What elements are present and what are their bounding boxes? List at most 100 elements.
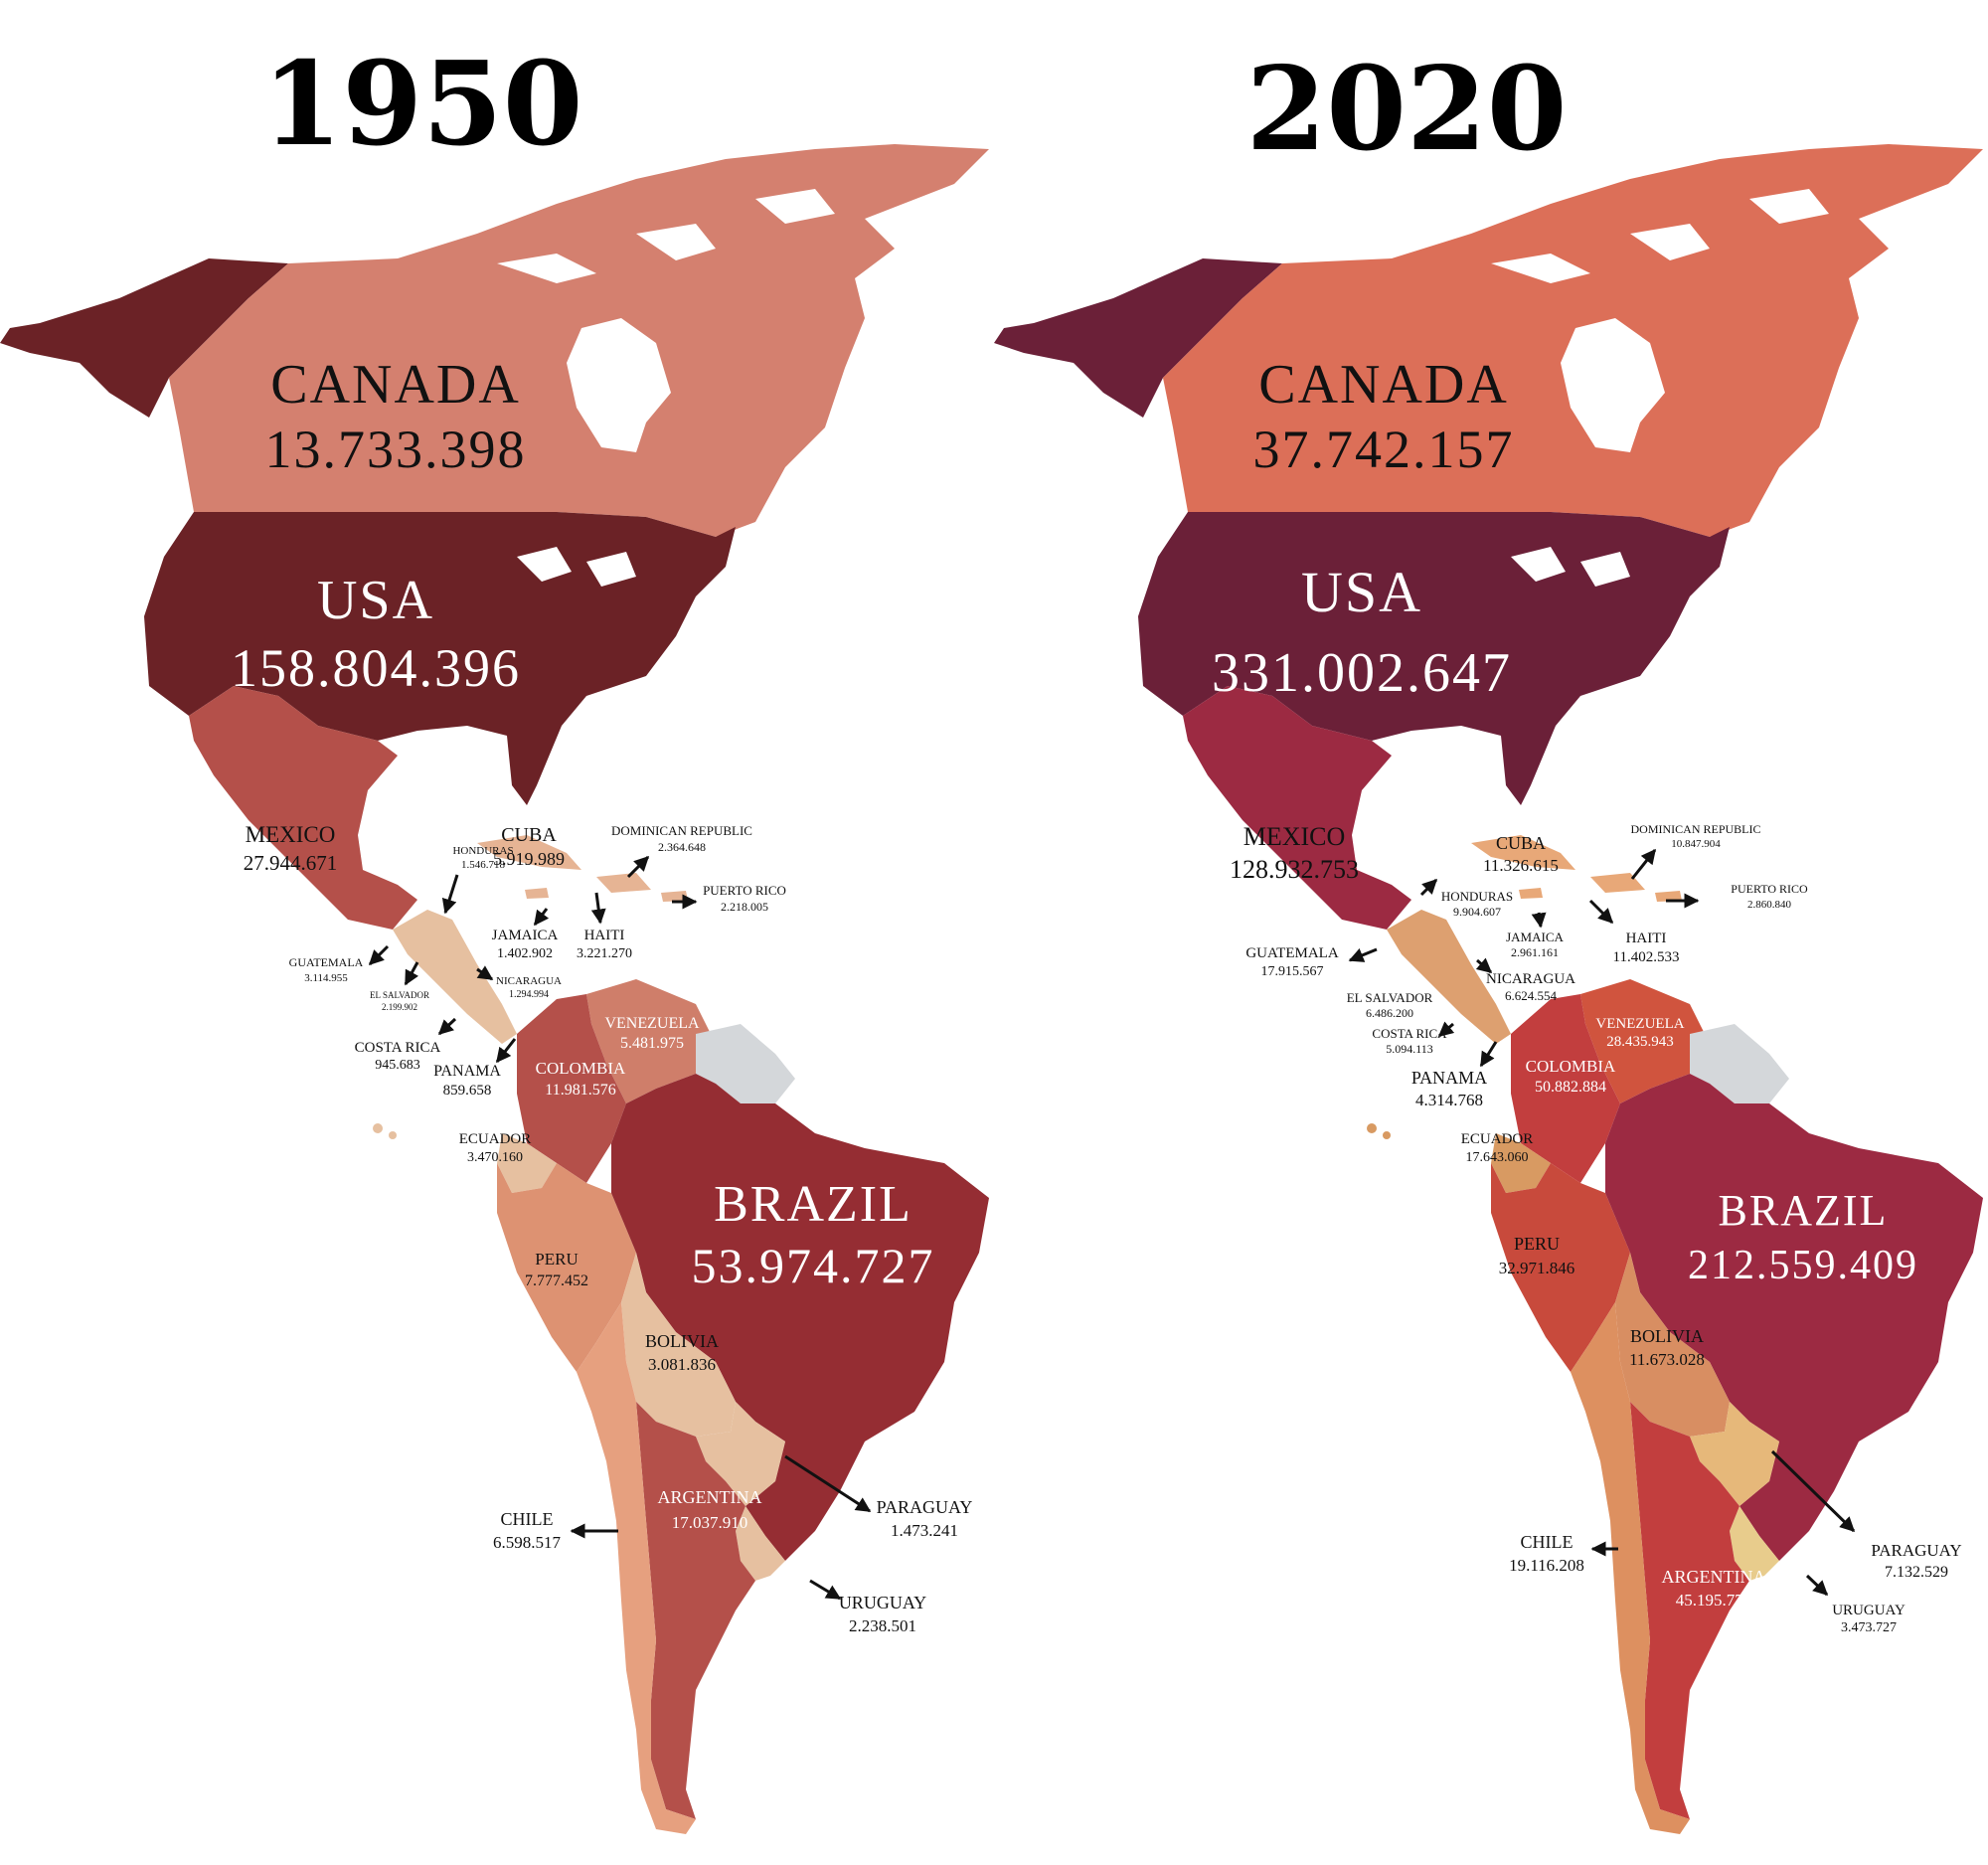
map-1950: 1950 CANADA 13.733.398 USA 158.804.396 B… <box>0 37 989 1834</box>
bolivia-name: BOLIVIA <box>1630 1326 1704 1346</box>
nicaragua-name: NICARAGUA <box>496 975 562 987</box>
ecuador-pop: 3.470.160 <box>467 1150 523 1165</box>
argentina-pop: 45.195.777 <box>1676 1591 1752 1610</box>
year-title: 2020 <box>1246 42 1568 177</box>
venezuela-name: VENEZUELA <box>604 1015 700 1032</box>
panama-arrow <box>495 1038 517 1064</box>
map-2020: 2020 CANADA 37.742.157 USA 331.002.647 B… <box>994 42 1983 1834</box>
puerto-name: PUERTO RICO <box>1731 882 1808 896</box>
paraguay-arrow <box>784 1454 872 1513</box>
ecuador-pop: 17.643.060 <box>1466 1150 1529 1165</box>
venezuela-name: VENEZUELA <box>1595 1016 1684 1032</box>
venezuela-pop: 5.481.975 <box>620 1035 684 1052</box>
nicaragua-arrow <box>476 965 494 981</box>
chile-name: CHILE <box>1521 1532 1574 1552</box>
costarica-arrow <box>1437 1021 1455 1038</box>
colombia-pop: 11.981.576 <box>545 1082 615 1099</box>
bolivia-name: BOLIVIA <box>645 1331 719 1351</box>
haiti-pop: 11.402.533 <box>1613 949 1680 965</box>
guatemala-name: GUATEMALA <box>1245 945 1338 961</box>
brazil-pop: 212.559.409 <box>1688 1243 1918 1288</box>
peru-name: PERU <box>535 1250 578 1269</box>
mexico-pop: 128.932.753 <box>1230 855 1359 884</box>
honduras-pop: 9.904.607 <box>1453 905 1501 919</box>
dominican-pop: 10.847.904 <box>1671 838 1721 850</box>
paraguay-name: PARAGUAY <box>1871 1541 1961 1560</box>
peru-name: PERU <box>1514 1234 1560 1254</box>
cuba-name: CUBA <box>1496 833 1546 853</box>
honduras-arrow <box>441 874 459 915</box>
mexico-name: MEXICO <box>246 822 336 847</box>
guatemala-name: GUATEMALA <box>289 955 364 969</box>
salvador-pop: 2.199.902 <box>382 1002 417 1012</box>
brazil-pop: 53.974.727 <box>692 1238 935 1293</box>
panama-pop: 4.314.768 <box>1415 1091 1483 1109</box>
jamaica-pop: 2.961.161 <box>1511 945 1559 959</box>
haiti-name: HAITI <box>1626 931 1667 946</box>
uruguay-arrow <box>1805 1574 1829 1597</box>
nicaragua-arrow <box>1475 957 1493 974</box>
haiti-name: HAITI <box>584 928 625 943</box>
puerto-pop: 2.860.840 <box>1747 899 1792 911</box>
haiti-arrow <box>1588 899 1614 925</box>
honduras-name: HONDURAS <box>452 845 513 857</box>
dominican-arrow <box>626 855 650 879</box>
dominican-pop: 2.364.648 <box>658 840 706 854</box>
cuba-pop: 11.326.615 <box>1483 856 1559 875</box>
costarica-name: COSTA RICA <box>1372 1026 1447 1041</box>
mexico-pop: 27.944.671 <box>244 851 338 875</box>
guatemala-pop: 3.114.955 <box>304 972 348 984</box>
colombia-pop: 50.882.884 <box>1535 1079 1606 1096</box>
bolivia-pop: 3.081.836 <box>648 1355 716 1374</box>
colombia-name: COLOMBIA <box>1526 1057 1616 1076</box>
guatemala-arrow <box>368 944 390 966</box>
dominican-name: DOMINICAN REPUBLIC <box>611 823 752 838</box>
panama-pop: 859.658 <box>443 1083 492 1099</box>
paraguay-pop: 7.132.529 <box>1885 1564 1948 1581</box>
guatemala-arrow <box>1348 947 1378 962</box>
salvador-pop: 6.486.200 <box>1366 1006 1413 1020</box>
brazil-name: BRAZIL <box>714 1176 912 1233</box>
brazil-name: BRAZIL <box>1719 1186 1889 1235</box>
panama-name: PANAMA <box>433 1063 501 1080</box>
paraguay-arrow <box>1770 1449 1856 1533</box>
uruguay-pop: 3.473.727 <box>1841 1620 1897 1635</box>
ecuador-name: ECUADOR <box>459 1131 532 1147</box>
canada-name: CANADA <box>270 354 521 416</box>
venezuela-pop: 28.435.943 <box>1606 1034 1674 1050</box>
salvador-arrow <box>404 961 419 986</box>
haiti-pop: 3.221.270 <box>577 946 632 961</box>
salvador-name: EL SALVADOR <box>1347 990 1433 1005</box>
costarica-name: COSTA RICA <box>355 1040 441 1056</box>
canada-name: CANADA <box>1258 354 1509 416</box>
cuba-pop: 5.919.989 <box>493 849 565 869</box>
puerto-name: PUERTO RICO <box>703 883 786 898</box>
ecuador-name: ECUADOR <box>1461 1131 1534 1147</box>
uruguay-arrow <box>809 1579 842 1601</box>
paraguay-pop: 1.473.241 <box>891 1521 958 1540</box>
canada-pop: 13.733.398 <box>265 420 527 479</box>
jamaica-name: JAMAICA <box>492 928 559 943</box>
jamaica-pop: 1.402.902 <box>497 946 553 961</box>
honduras-arrow <box>1419 878 1438 897</box>
mexico-name: MEXICO <box>1243 822 1346 851</box>
jamaica-arrow <box>1531 912 1547 929</box>
puerto-pop: 2.218.005 <box>721 900 768 914</box>
jamaica-name: JAMAICA <box>1506 930 1564 944</box>
salvador-name: EL SALVADOR <box>370 990 429 1000</box>
usa-name: USA <box>1301 560 1422 624</box>
jamaica-arrow <box>533 908 550 927</box>
argentina-name: ARGENTINA <box>1662 1567 1766 1587</box>
chile-pop: 6.598.517 <box>493 1533 562 1552</box>
honduras-pop: 1.546.718 <box>461 859 506 871</box>
usa-pop: 158.804.396 <box>231 638 521 698</box>
nicaragua-pop: 1.294.994 <box>509 989 549 1000</box>
nicaragua-name: NICARAGUA <box>1486 971 1575 987</box>
argentina-name: ARGENTINA <box>658 1487 762 1507</box>
nicaragua-pop: 6.624.554 <box>1505 988 1558 1003</box>
colombia-name: COLOMBIA <box>536 1059 626 1078</box>
panama-arrow <box>1479 1041 1498 1068</box>
year-title: 1950 <box>262 37 583 172</box>
haiti-arrow <box>590 892 606 925</box>
